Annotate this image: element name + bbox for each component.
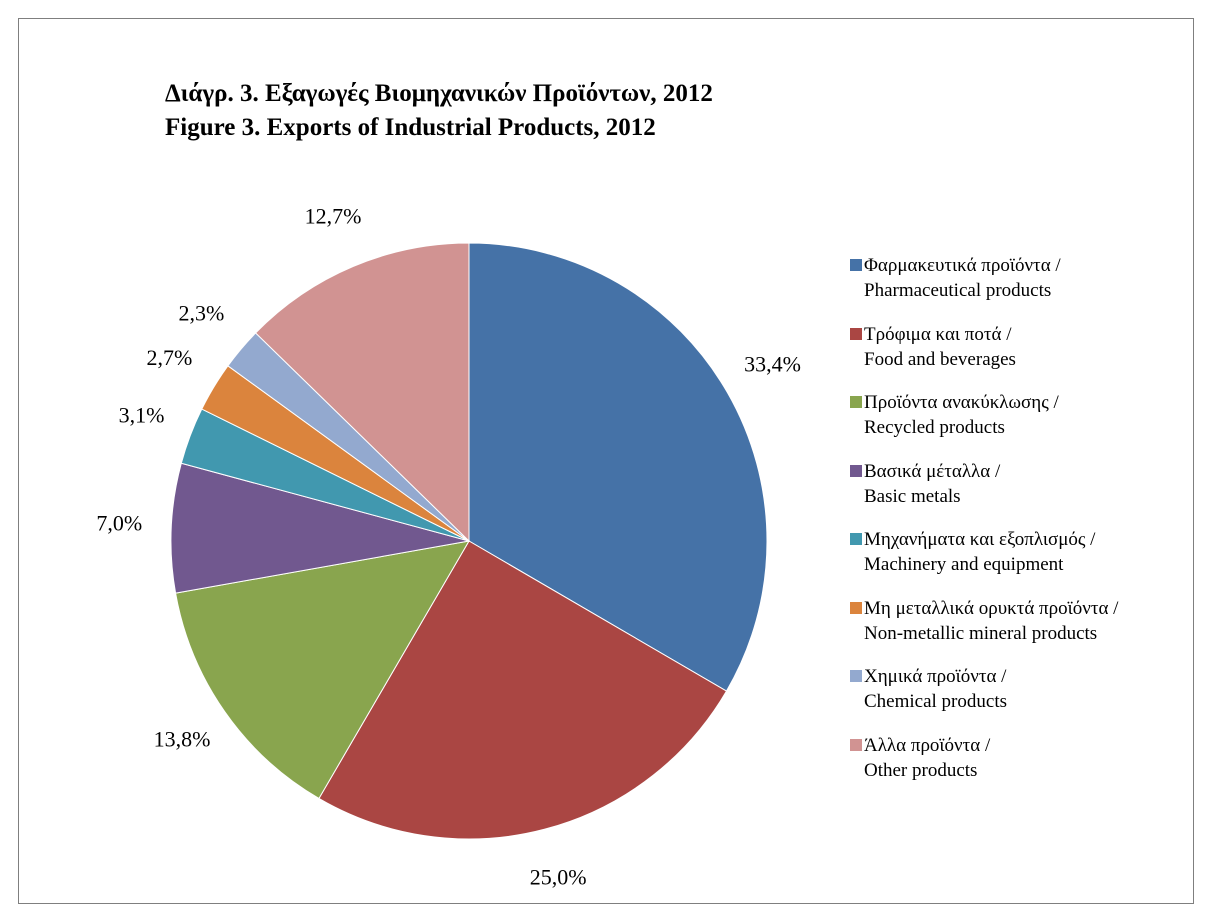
slice-data-label: 2,7% <box>146 345 192 370</box>
legend-swatch <box>850 670 862 682</box>
legend-label-greek: Μηχανήματα και εξοπλισμός / <box>864 529 1096 550</box>
slice-data-label: 3,1% <box>119 402 165 427</box>
slice-data-label: 7,0% <box>96 511 142 536</box>
legend-label-english: Recycled products <box>864 417 1005 438</box>
legend-label-greek: Βασικά μέταλλα / <box>864 460 1001 482</box>
legend-label: Άλλα προϊόντα / Other products <box>864 733 990 783</box>
chart-subtitle: Figure 3. Exports of Industrial Products… <box>165 114 656 141</box>
legend-label: Φαρμακευτικά προϊόντα / Pharmaceutical pr… <box>864 253 1061 303</box>
legend-label-english: Pharmaceutical products <box>864 280 1052 301</box>
pie-slice <box>468 242 768 692</box>
legend-swatch <box>850 738 862 751</box>
legend-label-english: Food and beverages <box>864 348 1016 370</box>
legend-label-greek: Μη μεταλλικά ορυκτά προϊόντα / <box>864 597 1119 619</box>
pie-data-labels: 33,4% 25,0% 13,8% 7,0% 3,1% 2,7% 2,3% 12,7% <box>96 204 801 890</box>
legend-label-english: Basic metals <box>864 485 961 507</box>
pie-slices <box>170 242 768 840</box>
legend-label: Τρόφιμα και ποτά / Food and beverages <box>864 322 1016 372</box>
legend-swatch <box>850 396 862 408</box>
legend-label-english: Other products <box>864 759 978 781</box>
legend-swatch <box>850 464 862 477</box>
slice-data-label: 13,8% <box>154 726 211 751</box>
legend-label-greek: Φαρμακευτικά προϊόντα / <box>864 255 1061 276</box>
legend-swatch <box>850 259 862 271</box>
legend-swatch <box>850 327 862 340</box>
pie-slice <box>175 540 470 800</box>
legend-label: Μη μεταλλικά ορυκτά προϊόντα / Non-metall… <box>864 596 1118 646</box>
legend-label-greek: Χημικά προϊόντα / <box>864 666 1007 687</box>
legend-swatch <box>850 601 862 614</box>
legend-label: Προϊόντα ανακύκλωσης / Recycled products <box>864 390 1059 440</box>
legend-label: Μηχανήματα και εξοπλισμός / Machinery and… <box>864 527 1095 577</box>
slice-data-label: 25,0% <box>530 865 587 890</box>
pie-slice <box>170 462 470 594</box>
legend-label-english: Machinery and equipment <box>864 554 1064 575</box>
pie-slice <box>318 540 728 840</box>
legend-label: Χημικά προϊόντα / Chemical products <box>864 664 1007 714</box>
pie-slice <box>254 242 470 543</box>
slice-data-label: 33,4% <box>744 352 801 377</box>
slice-data-label: 2,3% <box>178 300 224 325</box>
legend-swatch <box>850 533 862 545</box>
chart-title: Διάγρ. 3. Εξαγωγές Βιομηχανικών Προϊόντω… <box>165 80 713 107</box>
legend-label-greek: Άλλα προϊόντα / <box>864 734 991 756</box>
slice-data-label: 12,7% <box>305 204 362 229</box>
legend-label-english: Chemical products <box>864 691 1007 712</box>
legend-label: Βασικά μέταλλα / Basic metals <box>864 459 1000 509</box>
legend-label-english: Non-metallic mineral products <box>864 622 1098 644</box>
legend-label-greek: Προϊόντα ανακύκλωσης / <box>864 392 1059 413</box>
legend-label-greek: Τρόφιμα και ποτά / <box>864 323 1012 345</box>
